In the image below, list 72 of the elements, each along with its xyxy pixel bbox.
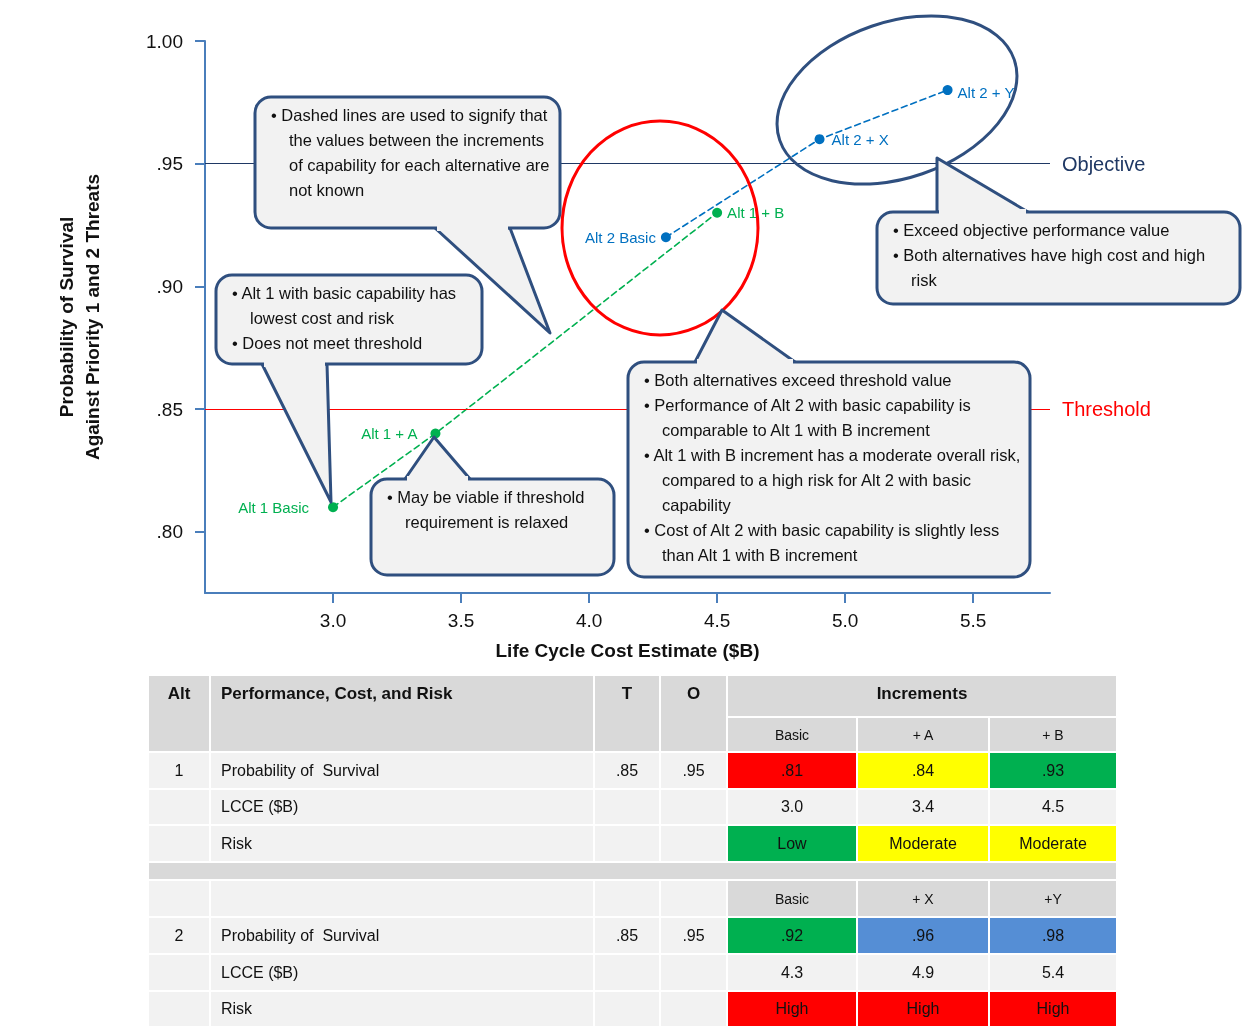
y-tick-label: .90 <box>156 275 183 297</box>
text: Probability of Survival <box>211 918 593 953</box>
text: Basic <box>728 718 856 751</box>
text: + B <box>990 718 1116 751</box>
text: .98 <box>990 918 1116 953</box>
y-tick-label: .95 <box>156 153 183 175</box>
y-tick-label: 1.00 <box>146 30 183 52</box>
text: + X <box>858 881 988 916</box>
x-tick-label: 5.5 <box>959 610 987 631</box>
text: 3.0 <box>728 790 856 824</box>
y-tick-label: .80 <box>156 521 183 543</box>
annotation: Alt 2 + Y <box>957 83 1015 101</box>
text: Moderate <box>990 826 1116 861</box>
text: 4.9 <box>858 955 988 990</box>
y-axis-title: Probability of Survival Against Priority 1 and 2 Threats <box>55 173 103 461</box>
text: .81 <box>728 753 856 788</box>
annotation: • Alt 1 with basic capability has lowest cost and risk • Does not meet threshold <box>232 283 458 354</box>
text: 2 <box>149 918 209 953</box>
text: Moderate <box>858 826 988 861</box>
point <box>660 232 671 243</box>
text: LCCE ($B) <box>211 790 593 824</box>
x-tick-label: 4.5 <box>703 610 731 631</box>
text: + A <box>858 718 988 751</box>
text: .85 <box>595 753 659 788</box>
text: T <box>595 676 659 751</box>
text: 1 <box>149 753 209 788</box>
x-tick-label: 3.5 <box>447 610 475 631</box>
text: 5.4 <box>990 955 1116 990</box>
text: O <box>661 676 726 751</box>
text: .85 <box>595 918 659 953</box>
text: 3.4 <box>858 790 988 824</box>
text: LCCE ($B) <box>211 955 593 990</box>
x-tick-label: 4.0 <box>575 610 603 631</box>
annotation: Alt 1 Basic <box>238 498 310 516</box>
annotation: Alt 1 + A <box>361 425 418 443</box>
text: Alt <box>149 676 209 751</box>
text: .92 <box>728 918 856 953</box>
text: Increments <box>728 676 1116 716</box>
text: High <box>858 992 988 1026</box>
text: Performance, Cost, and Risk <box>211 676 593 751</box>
text: +Y <box>990 881 1116 916</box>
ref-line-label: Threshold <box>1062 398 1151 420</box>
point <box>328 502 339 513</box>
text: Risk <box>211 992 593 1026</box>
ref-line-label: Objective <box>1062 152 1146 175</box>
text: .95 <box>661 753 726 788</box>
annotation: Alt 1 + B <box>727 204 785 222</box>
annotation: • Dashed lines are used to signify that the values between the increments of capability for each alternative are not known <box>271 105 551 201</box>
x-axis-title: Life Cycle Cost Estimate ($B) <box>495 640 760 661</box>
text: Probability of Survival <box>211 753 593 788</box>
point <box>814 134 825 145</box>
x-tick-label: 5.0 <box>831 610 859 631</box>
text: .84 <box>858 753 988 788</box>
annotation: • Exceed objective performance value • Both alternatives have high cost and high risk <box>893 220 1207 291</box>
y-tick-label: .85 <box>156 398 183 420</box>
annotation: Alt 2 + X <box>831 130 889 148</box>
text: High <box>990 992 1116 1026</box>
annotation: Alt 2 Basic <box>585 228 657 246</box>
annotation: • Both alternatives exceed threshold value • Performance of Alt 2 with basic capability is comparable to Alt 1 with B increment • Alt 1 with B increment has a moderate overall risk, compared to a high risk for Alt 2 with basic capability • Cost of Alt 2 with basic capability is slightly less than Alt 1 with B increment <box>644 370 1022 566</box>
point <box>942 85 953 96</box>
text: Risk <box>211 826 593 861</box>
text: 4.3 <box>728 955 856 990</box>
point <box>712 207 723 218</box>
text: High <box>728 992 856 1026</box>
text: Basic <box>728 881 856 916</box>
text: .96 <box>858 918 988 953</box>
text: 4.5 <box>990 790 1116 824</box>
text: Low <box>728 826 856 861</box>
annotation: • May be viable if threshold requirement is relaxed <box>387 487 586 533</box>
text: .95 <box>661 918 726 953</box>
text: .93 <box>990 753 1116 788</box>
x-tick-label: 3.0 <box>319 610 347 631</box>
